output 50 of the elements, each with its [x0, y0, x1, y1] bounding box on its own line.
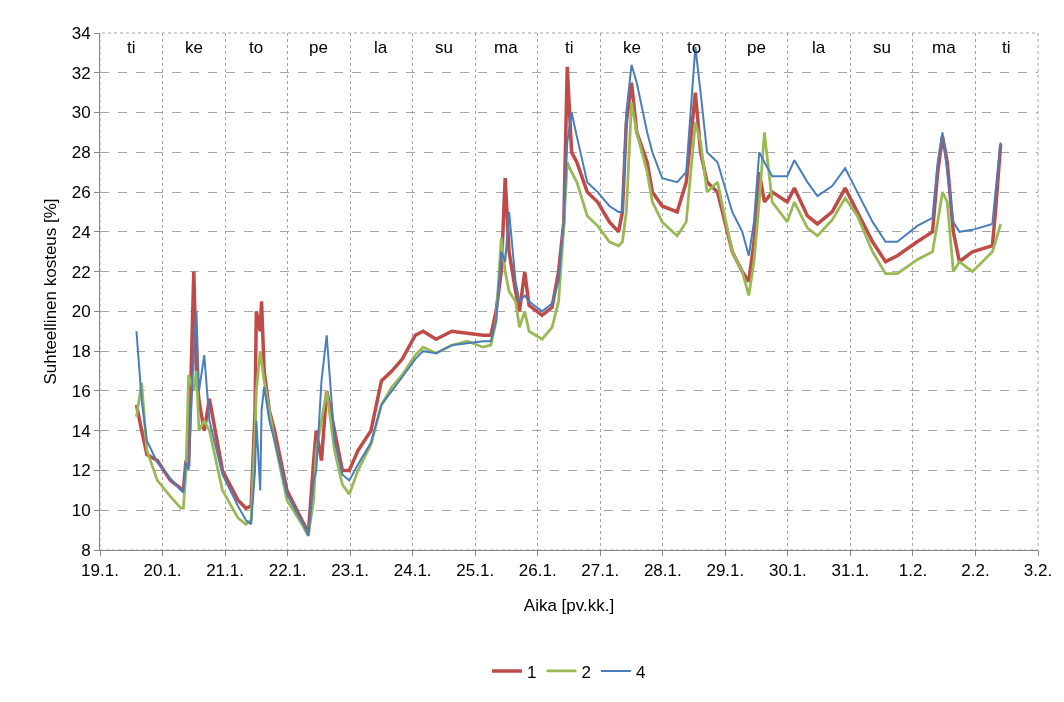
y-tick-label: 10 — [71, 501, 91, 521]
y-tick-label: 24 — [71, 222, 91, 242]
legend-label: 1 — [527, 662, 537, 682]
y-axis-title: Suhteellinen kosteus [%] — [41, 198, 60, 385]
y-tick-label: 26 — [71, 183, 91, 203]
x-tick-label: 1.2. — [898, 561, 928, 581]
annotation: ti — [1002, 38, 1011, 57]
y-tick-label: 34 — [71, 23, 91, 43]
annotation: ti — [565, 38, 574, 57]
y-tick-label: 14 — [71, 421, 91, 441]
annotation: ke — [623, 38, 641, 57]
y-tick-label: 28 — [71, 143, 91, 163]
x-tick-label: 25.1. — [456, 561, 495, 581]
y-tick-label: 30 — [71, 103, 91, 123]
annotation: su — [873, 38, 891, 57]
x-axis-title: Aika [pv.kk.] — [523, 596, 615, 615]
legend-label: 4 — [635, 662, 646, 682]
x-tick-label: 31.1. — [831, 561, 870, 581]
y-tick-label: 18 — [71, 342, 91, 362]
x-tick-label: 26.1. — [518, 561, 557, 581]
x-tick-label: 24.1. — [393, 561, 432, 581]
y-tick-label: 22 — [71, 262, 91, 282]
x-tick-label: 19.1. — [81, 561, 119, 581]
x-tick-label: 2.2. — [961, 561, 990, 581]
x-tick-label: 21.1. — [206, 561, 244, 581]
x-tick-label: 29.1. — [706, 561, 745, 581]
legend-label: 2 — [581, 662, 591, 682]
annotation: su — [435, 38, 453, 57]
y-tick-label: 20 — [71, 302, 91, 322]
annotation: ti — [127, 38, 136, 57]
annotation: la — [374, 38, 388, 57]
x-tick-label: 3.2. — [1023, 561, 1053, 581]
y-tick-label: 16 — [71, 381, 91, 401]
annotation: pe — [309, 38, 328, 57]
annotation: ke — [185, 38, 203, 57]
x-tick-label: 27.1. — [581, 561, 620, 581]
x-tick-label: 23.1. — [331, 561, 370, 581]
y-tick-label: 32 — [71, 63, 91, 83]
annotation: pe — [747, 38, 766, 57]
annotation: to — [249, 38, 264, 57]
x-tick-label: 22.1. — [268, 561, 307, 581]
x-tick-label: 30.1. — [768, 561, 807, 581]
annotation: ma — [494, 38, 519, 57]
y-tick-label: 8 — [81, 540, 91, 560]
y-tick-label: 12 — [71, 461, 91, 481]
x-tick-label: 28.1. — [643, 561, 682, 581]
annotation: ma — [932, 38, 957, 57]
annotation: la — [812, 38, 826, 57]
annotation: to — [687, 38, 702, 57]
x-tick-label: 20.1. — [143, 561, 182, 581]
